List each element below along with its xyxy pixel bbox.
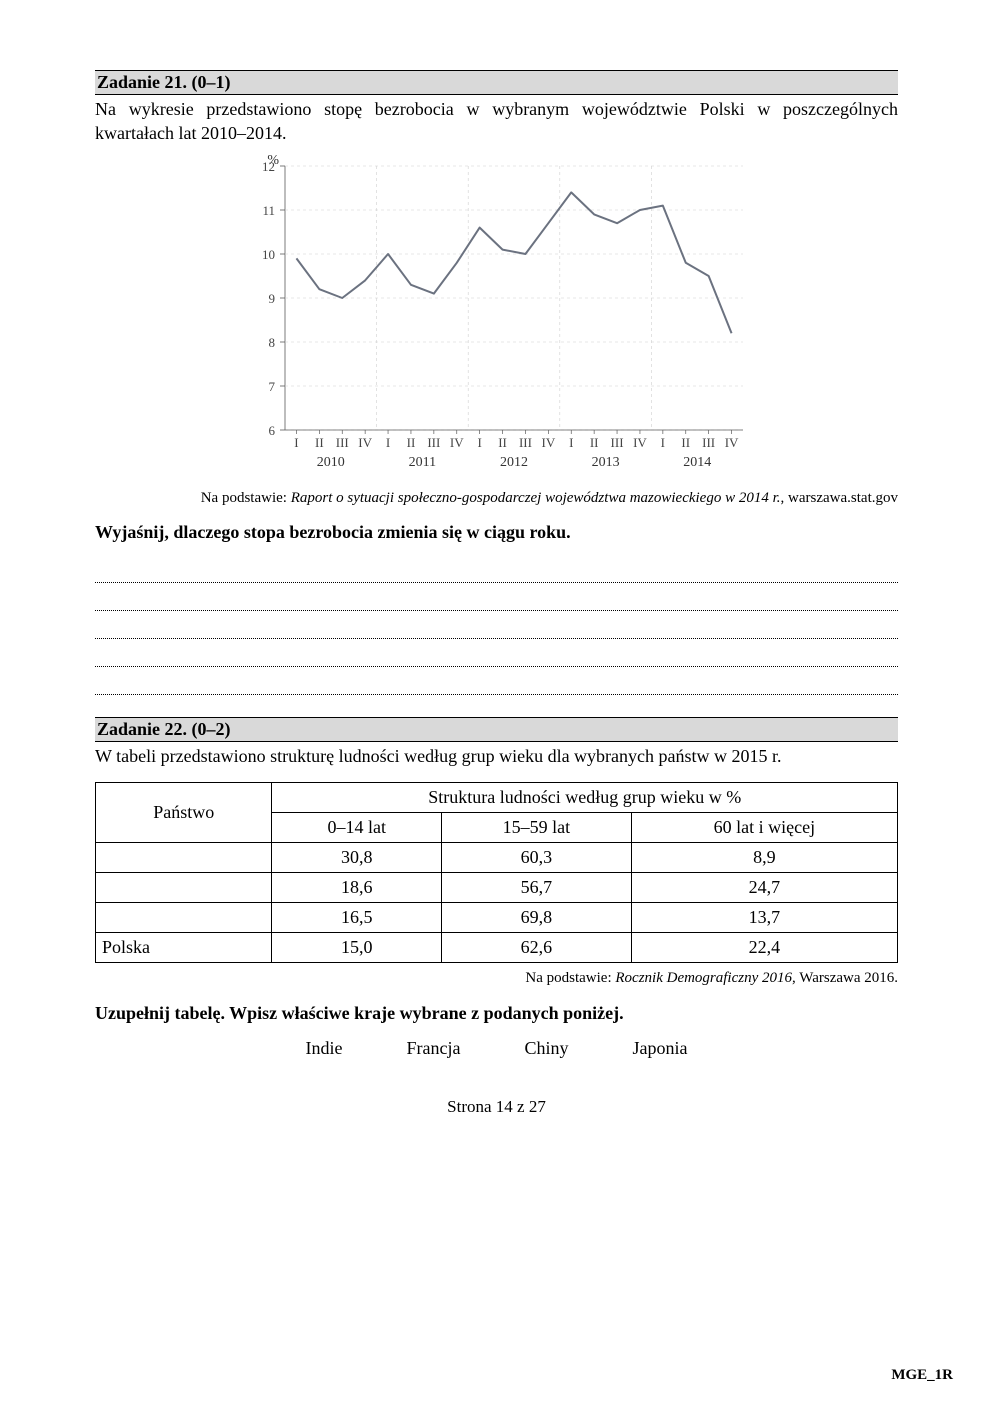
svg-text:I: I (569, 435, 573, 450)
svg-text:8: 8 (268, 335, 275, 350)
svg-text:9: 9 (268, 291, 275, 306)
svg-text:10: 10 (262, 247, 275, 262)
svg-text:2012: 2012 (500, 455, 528, 470)
value-cell: 16,5 (272, 903, 442, 933)
value-cell: 56,7 (442, 873, 632, 903)
col-country: Państwo (96, 783, 272, 843)
svg-text:III: III (610, 435, 623, 450)
value-cell: 62,6 (442, 933, 632, 963)
answer-line[interactable] (95, 673, 898, 695)
svg-text:IV: IV (449, 435, 463, 450)
country-cell[interactable] (96, 873, 272, 903)
svg-text:I: I (294, 435, 298, 450)
svg-text:III: III (702, 435, 715, 450)
svg-text:11: 11 (262, 203, 275, 218)
caption-italic: Rocznik Demograficzny 2016 (615, 970, 792, 986)
svg-text:2014: 2014 (683, 455, 711, 470)
country-option: Indie (306, 1038, 343, 1058)
svg-text:III: III (335, 435, 348, 450)
table-row: Polska15,062,622,4 (96, 933, 898, 963)
unemployment-chart: 6789101112IIIIIIIVIIIIIIIVIIIIIIIVIIIIII… (237, 152, 757, 487)
country-option: Chiny (524, 1038, 568, 1058)
svg-text:2011: 2011 (408, 455, 435, 470)
task21-intro: Na wykresie przedstawiono stopę bezroboc… (95, 97, 898, 146)
svg-text:II: II (315, 435, 324, 450)
svg-text:2013: 2013 (591, 455, 619, 470)
answer-line[interactable] (95, 617, 898, 639)
answer-line[interactable] (95, 589, 898, 611)
population-table: PaństwoStruktura ludności według grup wi… (95, 782, 898, 963)
country-option: Japonia (633, 1038, 688, 1058)
table-row: 18,656,724,7 (96, 873, 898, 903)
value-cell: 69,8 (442, 903, 632, 933)
caption-italic: Raport o sytuacji społeczno-gospodarczej… (291, 490, 781, 506)
value-cell: 60,3 (442, 843, 632, 873)
task22-intro: W tabeli przedstawiono strukturę ludnośc… (95, 744, 898, 768)
svg-text:%: % (267, 153, 279, 168)
page-footer: Strona 14 z 27 (95, 1097, 898, 1117)
value-cell: 22,4 (631, 933, 897, 963)
country-options: Indie Francja Chiny Japonia (95, 1038, 898, 1059)
svg-text:7: 7 (268, 379, 275, 394)
svg-text:IV: IV (633, 435, 647, 450)
task21-prompt: Wyjaśnij, dlaczego stopa bezrobocia zmie… (95, 522, 898, 543)
svg-text:II: II (589, 435, 598, 450)
svg-text:II: II (498, 435, 507, 450)
country-cell: Polska (96, 933, 272, 963)
table-row: 30,860,38,9 (96, 843, 898, 873)
value-cell: 30,8 (272, 843, 442, 873)
task21-header: Zadanie 21. (0–1) (95, 70, 898, 95)
answer-line[interactable] (95, 561, 898, 583)
task22-header: Zadanie 22. (0–2) (95, 717, 898, 742)
value-cell: 13,7 (631, 903, 897, 933)
caption-post: , Warszawa 2016. (792, 970, 898, 986)
col-agegroup: 60 lat i więcej (631, 813, 897, 843)
task22-prompt: Uzupełnij tabelę. Wpisz właściwe kraje w… (95, 1003, 898, 1024)
value-cell: 8,9 (631, 843, 897, 873)
exam-page: Zadanie 21. (0–1) Na wykresie przedstawi… (0, 0, 993, 1404)
task21-caption: Na podstawie: Raport o sytuacji społeczn… (95, 489, 898, 509)
svg-text:6: 6 (268, 423, 275, 438)
answer-line[interactable] (95, 645, 898, 667)
svg-text:IV: IV (358, 435, 372, 450)
caption-pre: Na podstawie: (201, 490, 291, 506)
value-cell: 18,6 (272, 873, 442, 903)
svg-text:II: II (681, 435, 690, 450)
svg-text:I: I (477, 435, 481, 450)
svg-text:III: III (518, 435, 531, 450)
svg-text:I: I (660, 435, 664, 450)
task22-caption: Na podstawie: Rocznik Demograficzny 2016… (95, 969, 898, 989)
svg-text:II: II (406, 435, 415, 450)
caption-pre: Na podstawie: (525, 970, 615, 986)
table-row: 16,569,813,7 (96, 903, 898, 933)
value-cell: 15,0 (272, 933, 442, 963)
value-cell: 24,7 (631, 873, 897, 903)
country-option: Francja (407, 1038, 461, 1058)
answer-lines-21[interactable] (95, 561, 898, 695)
col-agegroup: 0–14 lat (272, 813, 442, 843)
svg-text:I: I (385, 435, 389, 450)
svg-text:IV: IV (541, 435, 555, 450)
country-cell[interactable] (96, 903, 272, 933)
doc-code: MGE_1R (891, 1367, 953, 1384)
country-cell[interactable] (96, 843, 272, 873)
svg-text:IV: IV (724, 435, 738, 450)
svg-text:2010: 2010 (316, 455, 344, 470)
col-superheader: Struktura ludności według grup wieku w % (272, 783, 898, 813)
caption-post: , warszawa.stat.gov (781, 490, 898, 506)
col-agegroup: 15–59 lat (442, 813, 632, 843)
svg-text:III: III (427, 435, 440, 450)
